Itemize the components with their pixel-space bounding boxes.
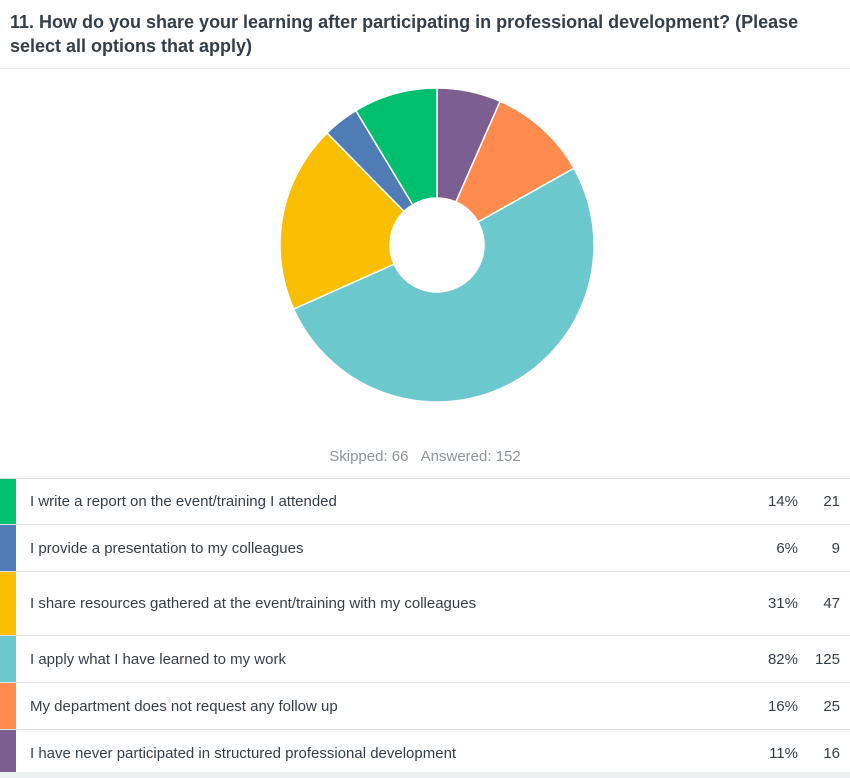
legend-swatch (0, 636, 16, 682)
pie-slice-4[interactable] (292, 167, 595, 403)
legend-swatch (0, 479, 16, 524)
table-row: I have never participated in structured … (0, 730, 850, 777)
answer-percent: 11% (769, 744, 798, 762)
answer-label: My department does not request any follo… (30, 697, 338, 715)
answer-percent: 82% (767, 650, 798, 668)
bottom-scroll-track (0, 772, 850, 778)
table-row: I apply what I have learned to my work 82… (0, 636, 850, 683)
answer-count: 16 (823, 744, 840, 762)
legend-swatch (0, 525, 16, 571)
answer-percent: 16% (767, 697, 798, 715)
table-row: My department does not request any follo… (0, 683, 850, 730)
divider (0, 68, 850, 69)
donut-chart (279, 87, 595, 403)
legend-swatch (0, 572, 16, 635)
table-row: I provide a presentation to my colleague… (0, 525, 850, 572)
answer-label: I apply what I have learned to my work (30, 650, 286, 668)
answer-percent: 31% (767, 595, 798, 612)
table-row: I share resources gathered at the event/… (0, 572, 850, 636)
legend-swatch (0, 730, 16, 776)
question-title: 11. How do you share your learning after… (10, 12, 799, 56)
pie-slice-3[interactable] (279, 131, 406, 311)
answer-table: I write a report on the event/training I… (0, 478, 850, 777)
legend-swatch (0, 683, 16, 729)
answer-label: I share resources gathered at the event/… (30, 595, 477, 612)
answered-count: Answered: 152 (420, 448, 521, 465)
answer-count: 25 (823, 697, 840, 715)
answer-label: I write a report on the event/training I… (30, 493, 337, 510)
answer-count: 9 (831, 539, 840, 557)
skipped-count: Skipped: 66 (329, 448, 409, 465)
response-stats: Skipped: 66 Answered: 152 (0, 448, 850, 465)
answer-count: 21 (823, 493, 840, 510)
table-row: I write a report on the event/training I… (0, 479, 850, 525)
answer-percent: 6% (776, 539, 798, 557)
pie-slice-1[interactable] (354, 87, 438, 206)
answer-label: I provide a presentation to my colleague… (30, 539, 304, 557)
answer-percent: 14% (767, 493, 798, 510)
answer-count: 125 (814, 650, 840, 668)
answer-label: I have never participated in structured … (30, 744, 457, 762)
answer-count: 47 (823, 595, 840, 612)
